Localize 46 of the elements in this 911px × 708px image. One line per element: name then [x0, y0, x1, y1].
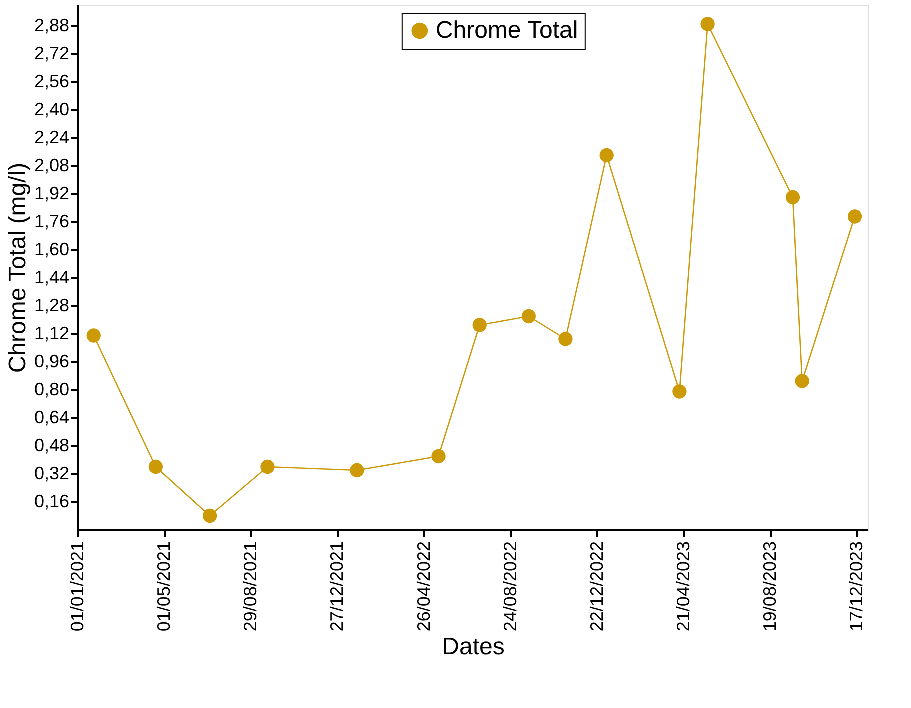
x-tick-label: 24/08/2022	[500, 542, 520, 632]
x-tick-label: 22/12/2022	[586, 542, 607, 632]
point	[600, 148, 614, 163]
x-axis-title: Dates	[442, 634, 505, 661]
y-tick-label: 1,76	[34, 212, 70, 232]
point	[202, 508, 218, 524]
x-tick-label: 27/12/2021	[327, 542, 348, 632]
point	[472, 318, 487, 332]
y-tick-label: 1,44	[34, 268, 70, 288]
y-tick-label: 0,48	[34, 436, 70, 456]
y-tick-label: 0,16	[34, 492, 70, 512]
y-tick-label: 2,56	[34, 72, 70, 92]
x-tick-label: 19/08/2023	[760, 542, 780, 632]
x-tick-label: 01/05/2021	[154, 542, 174, 632]
x-tick-label: 01/01/2021	[68, 542, 88, 632]
y-tick-label: 2,72	[34, 44, 70, 64]
point	[672, 384, 687, 399]
point	[522, 309, 536, 324]
y-tick-label: 0,96	[34, 352, 70, 372]
point	[350, 463, 364, 478]
x-tick-label: 26/04/2022	[414, 542, 434, 632]
y-tick-label: 0,80	[34, 380, 70, 400]
point	[432, 449, 446, 464]
y-tick-label: 1,28	[34, 296, 70, 316]
x-tick-label: 17/12/2023	[846, 542, 867, 632]
point	[700, 17, 715, 32]
point	[148, 460, 163, 474]
point	[260, 460, 275, 474]
x-tick-label: 21/04/2023	[674, 542, 694, 632]
y-axis-title: Chrome Total (mg/l)	[4, 162, 32, 374]
y-tick-label: 0,64	[34, 408, 70, 428]
legend-label: Chrome Total	[436, 17, 578, 44]
y-tick-label: 0,32	[34, 464, 70, 484]
y-tick-label: 2,88	[34, 16, 70, 36]
point	[848, 210, 862, 224]
y-tick-label: 2,24	[34, 128, 70, 148]
y-tick-label: 1,92	[34, 184, 70, 204]
point	[795, 374, 810, 388]
point	[558, 332, 573, 346]
y-tick-label: 2,08	[34, 156, 70, 176]
y-tick-label: 1,60	[34, 240, 70, 260]
y-tick-label: 2,40	[34, 100, 70, 120]
point	[86, 328, 101, 343]
point	[786, 190, 800, 205]
y-tick-label: 1,12	[34, 324, 70, 344]
x-tick-label: 29/08/2021	[240, 542, 261, 632]
